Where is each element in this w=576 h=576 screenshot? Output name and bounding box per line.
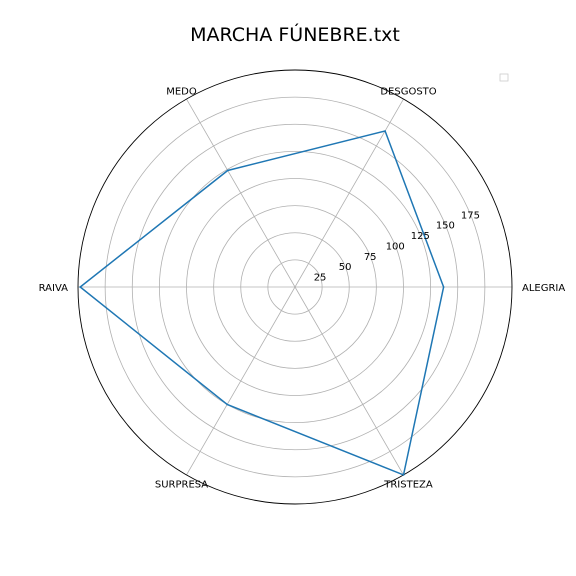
spoke-tristeza <box>294 286 404 476</box>
spoke-desgosto <box>294 98 404 288</box>
data-point-raiva <box>79 286 81 288</box>
chart-title: MARCHA FÚNEBRE.txt <box>190 22 400 46</box>
r-tick-label: 100 <box>386 241 405 252</box>
data-point-alegria <box>442 286 445 288</box>
category-label-tristeza: TRISTEZA <box>383 480 433 491</box>
category-label-alegria: ALEGRIA <box>522 283 565 294</box>
label-layer: 25 50 75 100 125 150 175 ALEGRIA DESGOSTO MEDO RAI… <box>39 86 566 490</box>
r-tick-label: 125 <box>411 231 430 242</box>
data-point-tristeza <box>402 474 405 476</box>
data-point-desgosto <box>384 130 386 132</box>
r-tick-label: 50 <box>339 262 352 273</box>
r-tick-label: 175 <box>461 210 480 221</box>
r-tick-label: 25 <box>314 273 327 284</box>
polar-frame <box>77 69 513 505</box>
category-label-surpresa: SURPRESA <box>155 480 208 491</box>
spoke-surpresa <box>186 286 296 476</box>
series-line-0 <box>78 130 445 476</box>
data-point-surpresa <box>226 403 228 406</box>
series-layer <box>78 130 445 476</box>
r-tick-label: 150 <box>436 221 455 232</box>
spoke-medo <box>186 98 296 288</box>
category-label-medo: MEDO <box>166 86 197 97</box>
data-point-medo <box>226 169 229 172</box>
grid-layer <box>77 69 513 505</box>
category-label-raiva: RAIVA <box>39 283 69 294</box>
legend-box <box>499 73 509 82</box>
category-label-desgosto: DESGOSTO <box>380 86 436 97</box>
r-tick-label: 75 <box>364 252 377 263</box>
